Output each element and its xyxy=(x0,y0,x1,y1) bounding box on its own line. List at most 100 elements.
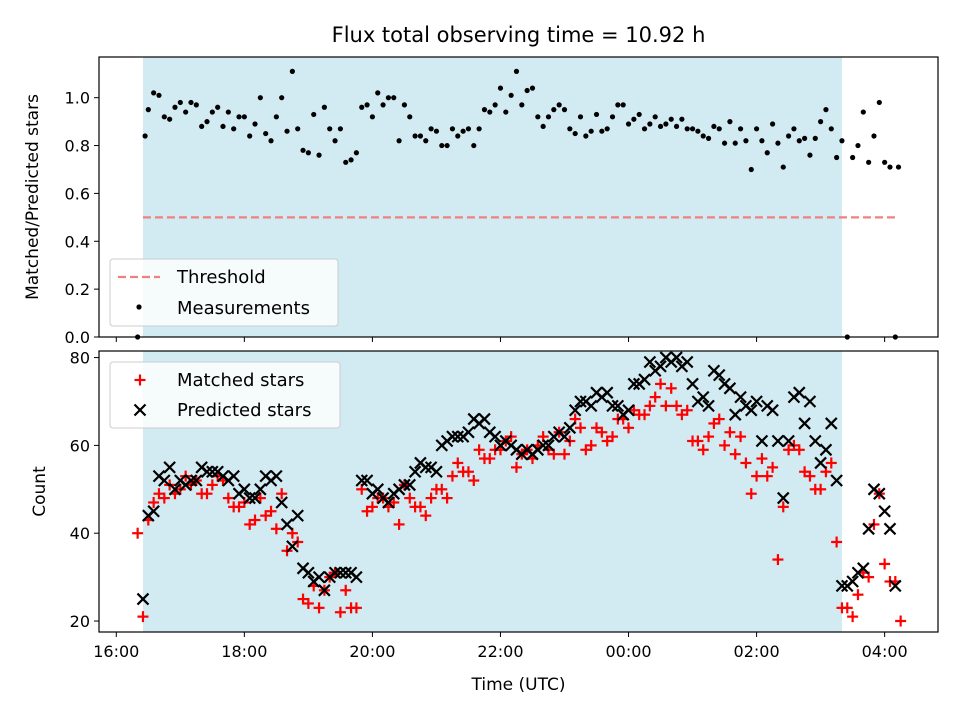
measurement-point xyxy=(732,140,738,146)
matched-star-point xyxy=(793,444,805,456)
measurement-point xyxy=(455,133,461,139)
ratio-x-ticks xyxy=(115,337,886,342)
measurement-point xyxy=(679,116,685,122)
measurement-point xyxy=(316,152,322,158)
measurement-point xyxy=(513,68,520,74)
matched-star-point xyxy=(804,470,816,482)
matched-star-point xyxy=(350,602,362,614)
x-tick-label: 20:00 xyxy=(349,642,395,661)
x-tick-label: 02:00 xyxy=(734,642,780,661)
measurement-point xyxy=(700,133,706,139)
measurement-point xyxy=(183,109,189,115)
measurement-point xyxy=(860,109,866,115)
measurement-point xyxy=(673,123,680,130)
ratio-y-tick-label: 0.2 xyxy=(65,280,90,299)
matched-star-point xyxy=(815,483,827,495)
measurement-point xyxy=(471,142,477,149)
measurement-point xyxy=(177,99,183,106)
measurement-point xyxy=(305,150,311,156)
measurement-point xyxy=(647,121,653,127)
predicted-star-point xyxy=(835,579,849,593)
measurement-point xyxy=(231,126,237,132)
ratio-y-tick-label: 0.8 xyxy=(65,137,90,156)
matched-star-point xyxy=(895,615,907,627)
predicted-star-point xyxy=(254,483,267,496)
measurement-point xyxy=(839,138,845,144)
measurement-point xyxy=(625,121,632,127)
measurement-point xyxy=(727,119,733,125)
measurement-point xyxy=(556,102,562,108)
predicted-star-point xyxy=(670,351,683,364)
matched-star-point xyxy=(436,483,448,495)
predicted-star-point xyxy=(728,408,742,421)
measurement-point xyxy=(193,102,199,108)
ratio-y-tick-label: 0.4 xyxy=(65,232,90,251)
matched-star-point xyxy=(270,523,282,535)
matched-star-point xyxy=(745,488,757,500)
matched-star-point xyxy=(740,457,752,469)
measurement-point xyxy=(818,119,824,125)
ratio-y-ticks: 0.0 0.2 0.4 0.6 0.8 1.0 xyxy=(65,89,99,347)
measurement-point xyxy=(561,107,568,113)
matched-star-point xyxy=(735,431,747,443)
matched-star-point xyxy=(148,496,160,508)
matched-star-point xyxy=(446,470,458,482)
measurement-points xyxy=(135,68,902,340)
matched-star-point xyxy=(575,422,587,434)
measurement-point xyxy=(204,119,210,125)
measurement-point xyxy=(535,114,541,120)
measurement-point xyxy=(593,111,600,118)
measurement-point xyxy=(220,123,226,130)
legend-predicted-label: Predicted stars xyxy=(177,400,311,421)
measurement-point xyxy=(721,140,728,146)
predicted-star-point xyxy=(755,434,769,448)
measurement-point xyxy=(236,114,242,120)
matched-star-point xyxy=(484,453,496,465)
measurement-point xyxy=(508,92,514,98)
measurement-point xyxy=(785,133,792,139)
matched-star-point xyxy=(302,597,314,609)
count-y-ticks: 20 40 60 80 xyxy=(70,349,99,631)
measurement-point xyxy=(369,114,376,120)
measurement-point xyxy=(695,128,701,134)
measurement-point xyxy=(855,142,861,149)
predicted-star-point xyxy=(723,382,737,395)
predicted-star-point xyxy=(536,439,550,452)
measurement-point xyxy=(348,157,354,163)
x-axis-title: Time (UTC) xyxy=(471,675,566,695)
measurement-point xyxy=(572,130,578,137)
measurement-point xyxy=(465,126,472,132)
measurement-point xyxy=(279,95,285,101)
predicted-star-point xyxy=(408,465,422,479)
measurement-point xyxy=(876,99,882,106)
predicted-star-point xyxy=(638,373,651,386)
measurement-point xyxy=(631,116,637,122)
measurement-point xyxy=(689,126,696,132)
predicted-star-point xyxy=(158,474,171,487)
measurement-point xyxy=(476,126,482,132)
predicted-star-point xyxy=(478,412,491,426)
measurement-point xyxy=(444,142,450,149)
x-tick-label: 00:00 xyxy=(605,642,651,661)
predicted-star-point xyxy=(574,395,587,408)
measurement-point xyxy=(273,114,279,120)
predicted-star-point xyxy=(318,584,331,597)
predicted-star-point xyxy=(873,487,886,500)
predicted-star-point xyxy=(857,562,870,575)
matched-star-point xyxy=(420,510,432,522)
matched-star-point xyxy=(425,492,437,504)
predicted-star-point xyxy=(430,465,443,479)
measurement-point xyxy=(567,126,573,132)
matched-star-point xyxy=(751,470,763,482)
predicted-star-point xyxy=(825,417,838,430)
measurement-point xyxy=(241,114,247,120)
matched-star-point xyxy=(772,554,784,566)
measurement-point xyxy=(604,126,610,132)
matched-star-point xyxy=(607,431,619,443)
predicted-star-point xyxy=(776,491,790,505)
measurement-point xyxy=(663,121,669,127)
predicted-star-point xyxy=(627,377,641,391)
predicted-star-point xyxy=(611,399,625,413)
x-tick-label: 18:00 xyxy=(221,642,267,661)
